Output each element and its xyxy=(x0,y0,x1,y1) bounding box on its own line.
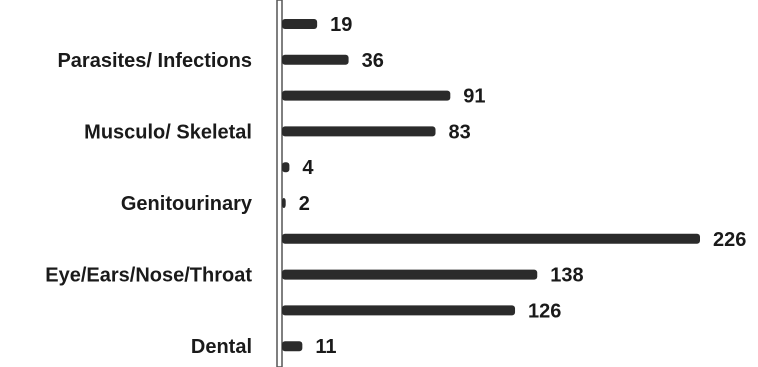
bar xyxy=(282,269,538,280)
value-label: 36 xyxy=(362,50,384,72)
bar xyxy=(282,90,451,101)
bars-layer xyxy=(282,19,700,352)
y-axis-bar xyxy=(276,0,283,367)
value-label: 83 xyxy=(449,121,471,143)
bar xyxy=(282,233,700,244)
value-label: 126 xyxy=(528,300,561,322)
category-tick-label: Eye/Ears/Nose/Throat xyxy=(45,265,252,287)
labels-layer: 19 36 Parasites/ Infections 91 83 Musculo/ Sk… xyxy=(45,14,746,358)
bar xyxy=(282,305,516,316)
category-tick-label: Genitourinary xyxy=(121,193,253,215)
bar xyxy=(282,126,436,137)
value-label: 11 xyxy=(315,336,336,358)
bar xyxy=(282,54,349,65)
value-label: 19 xyxy=(330,14,352,36)
axis-layer xyxy=(276,0,283,367)
value-label: 4 xyxy=(302,157,314,179)
value-label: 2 xyxy=(299,193,310,215)
value-label: 91 xyxy=(463,86,485,108)
category-tick-label: Parasites/ Infections xyxy=(57,50,252,72)
category-tick-label: Dental xyxy=(191,336,252,358)
category-tick-label: Musculo/ Skeletal xyxy=(84,121,252,143)
bar xyxy=(282,341,303,352)
value-label: 138 xyxy=(550,265,583,287)
bar xyxy=(282,19,318,29)
value-label: 226 xyxy=(713,229,746,251)
bar xyxy=(282,162,290,173)
bar xyxy=(282,198,286,208)
